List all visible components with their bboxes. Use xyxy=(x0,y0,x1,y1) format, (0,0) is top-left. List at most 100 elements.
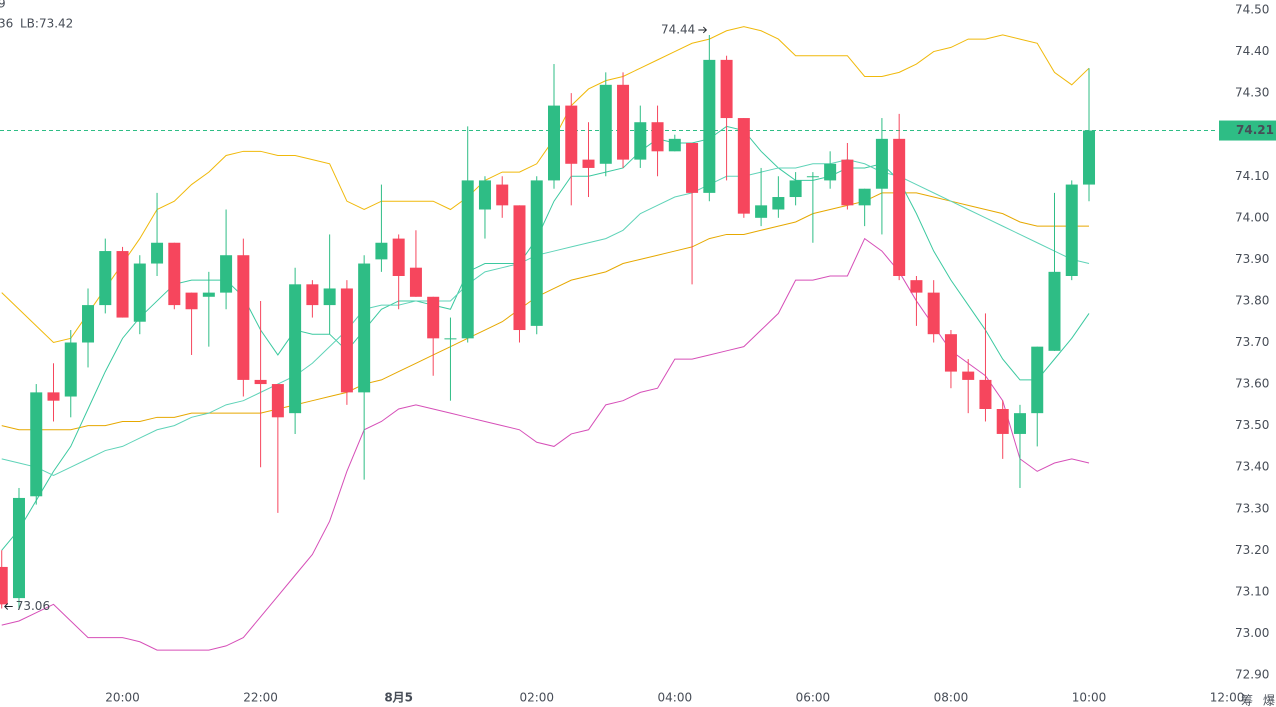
x-tick-label: 08:00 xyxy=(934,691,969,705)
footer-icon: 筹 xyxy=(1241,694,1253,707)
candle-body xyxy=(599,84,612,164)
candle-body xyxy=(12,497,25,599)
candle-body xyxy=(634,122,647,160)
candle-body xyxy=(1065,184,1078,276)
last-price-tag xyxy=(1219,120,1276,141)
y-tick-label: 74.40 xyxy=(1235,44,1269,58)
candle-body xyxy=(340,288,353,393)
y-tick-label: 73.90 xyxy=(1235,252,1269,266)
candle-body xyxy=(686,143,699,193)
x-tick-label: 02:00 xyxy=(519,691,554,705)
candle-body xyxy=(979,379,992,409)
candle-body xyxy=(168,242,181,306)
y-tick-label: 74.10 xyxy=(1235,169,1269,183)
candle-body xyxy=(358,263,371,393)
min-label: 73.06 xyxy=(16,599,50,613)
x-tick-label: 04:00 xyxy=(658,691,693,705)
max-label: 74.44 xyxy=(661,22,695,36)
candle-body xyxy=(151,242,164,264)
x-tick-label: 12:00 xyxy=(1210,691,1245,705)
candle-body xyxy=(927,292,940,335)
indicator-line xyxy=(1,192,1090,431)
candle-body xyxy=(289,284,302,414)
indicator-label: 9 xyxy=(0,0,6,11)
x-tick-label: 10:00 xyxy=(1072,691,1107,705)
y-tick-label: 73.00 xyxy=(1235,626,1269,640)
candle-body xyxy=(910,280,923,293)
y-tick-label: 73.50 xyxy=(1235,418,1269,432)
indicator-line xyxy=(1,125,1090,551)
candle-body xyxy=(720,59,733,119)
y-tick-label: 73.80 xyxy=(1235,293,1269,307)
candle-body xyxy=(789,180,802,198)
candle-body xyxy=(99,251,112,306)
candle-body xyxy=(202,292,215,297)
footer-icon: 爆 xyxy=(1263,694,1275,707)
candle-body xyxy=(254,379,267,385)
candle-body xyxy=(893,138,906,276)
candle-body xyxy=(478,180,491,210)
arrow xyxy=(698,26,708,34)
indicator-line xyxy=(1,159,1090,477)
candle-body xyxy=(858,188,871,206)
indicator-label: LB:73.42 xyxy=(20,17,73,31)
y-tick-label: 74.00 xyxy=(1235,210,1269,224)
candle-body xyxy=(962,371,975,380)
candle-body xyxy=(496,184,509,206)
y-tick-label: 74.30 xyxy=(1235,86,1269,100)
candle-body xyxy=(565,105,578,164)
y-tick-label: 74.50 xyxy=(1235,3,1269,17)
candle-body xyxy=(737,118,750,214)
y-tick-label: 73.30 xyxy=(1235,501,1269,515)
y-tick-label: 72.90 xyxy=(1235,668,1269,682)
x-tick-label: 20:00 xyxy=(105,691,140,705)
x-tick-label: 8月5 xyxy=(384,691,413,705)
y-tick-label: 73.20 xyxy=(1235,543,1269,557)
candle-body xyxy=(703,59,716,193)
x-tick-label: 22:00 xyxy=(243,691,278,705)
candle-body xyxy=(47,392,60,401)
y-tick-label: 73.10 xyxy=(1235,584,1269,598)
candle-body xyxy=(513,205,526,331)
candle-body xyxy=(461,180,474,339)
x-tick-label: 06:00 xyxy=(796,691,831,705)
y-tick-label: 73.60 xyxy=(1235,377,1269,391)
candle-body xyxy=(64,342,77,397)
candle-body xyxy=(30,392,43,497)
candle-body xyxy=(444,338,457,340)
candle-body xyxy=(617,84,630,160)
candle-body xyxy=(755,205,768,218)
candle-body xyxy=(1083,130,1096,185)
y-tick-label: 73.40 xyxy=(1235,460,1269,474)
candle-body xyxy=(996,409,1009,434)
candle-body xyxy=(133,263,146,322)
indicator-label: 36 xyxy=(0,17,13,31)
indicator-line xyxy=(1,26,1090,344)
candle-body xyxy=(1031,346,1044,414)
candle-body xyxy=(392,238,405,276)
candle-body xyxy=(220,255,233,293)
candle-body xyxy=(323,288,336,306)
last-price-text: 74.21 xyxy=(1236,123,1274,137)
y-tick-label: 73.70 xyxy=(1235,335,1269,349)
candle-body xyxy=(116,251,129,318)
candle-body xyxy=(668,138,681,152)
candle-body xyxy=(824,163,837,181)
candle-body xyxy=(875,138,888,189)
candle-body xyxy=(1048,271,1061,351)
candle-body xyxy=(306,284,319,306)
candle-body xyxy=(237,255,250,380)
candle-body xyxy=(651,122,664,152)
candle-body xyxy=(185,292,198,310)
candle-body xyxy=(547,105,560,181)
candle-body xyxy=(530,180,543,326)
candle-body xyxy=(375,242,388,260)
indicator-line xyxy=(1,237,1090,651)
candle-body xyxy=(409,267,422,297)
arrow xyxy=(4,603,13,610)
candle-body xyxy=(427,296,440,339)
candle-body xyxy=(82,305,95,343)
candle-body xyxy=(944,334,957,372)
candle-body xyxy=(841,159,854,206)
